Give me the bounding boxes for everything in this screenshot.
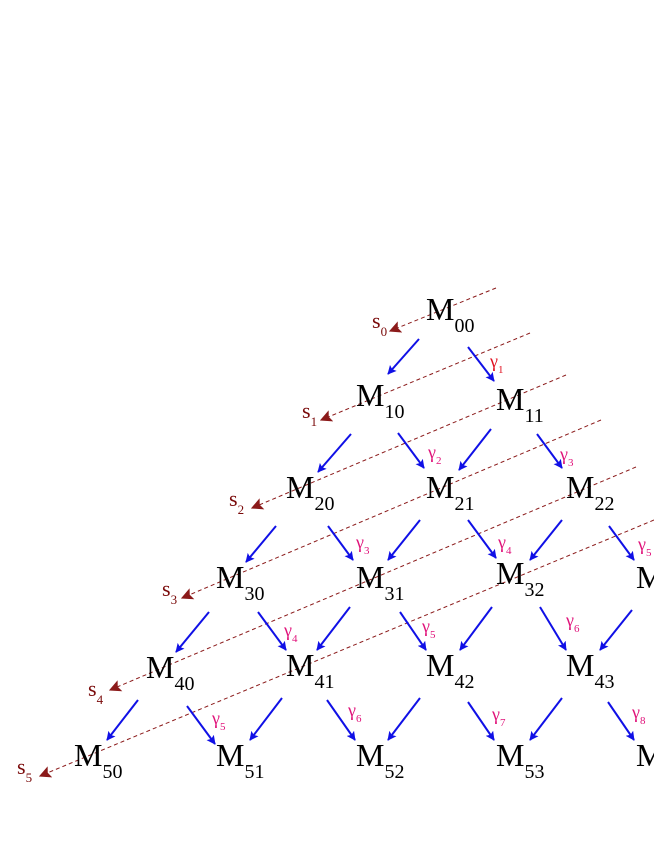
node-m10: M10 (356, 377, 404, 423)
gamma-label-4a: γ4 (497, 532, 512, 557)
gamma-label-7: γ7 (491, 704, 506, 729)
arrow-20-31 (327, 525, 354, 561)
arrow-43-53 (529, 697, 563, 741)
gamma-label-1: γ1 (489, 351, 503, 376)
node-m11: M11 (496, 381, 544, 427)
arrow-11-21 (458, 428, 492, 471)
gamma-label-6a: γ6 (565, 610, 580, 635)
node-m33: M (636, 559, 654, 595)
node-m50: M50 (74, 737, 122, 783)
s-lines (38, 287, 654, 778)
gamma-labels: γ1 γ2 γ3 γ3 γ4 γ5 γ4 γ5 γ6 γ5 γ6 γ7 γ8 (211, 351, 652, 733)
s-line-2 (250, 374, 567, 510)
arrow-22-33 (608, 525, 635, 561)
arrow-10-20 (317, 433, 352, 473)
arrow-32-42 (459, 606, 493, 651)
s-label-5: s5 (17, 754, 32, 785)
s-label-4: s4 (88, 676, 104, 707)
s-line-5 (38, 519, 654, 778)
s-label-2: s2 (229, 486, 244, 517)
s-labels: s0 s1 s2 s3 s4 s5 (17, 308, 387, 785)
arrow-20-30 (245, 525, 277, 563)
s-line-3 (180, 419, 602, 600)
arrow-10-21 (397, 432, 425, 469)
arrow-22-32 (529, 519, 563, 561)
gamma-label-8: γ8 (631, 702, 646, 727)
node-m42: M42 (426, 647, 474, 693)
node-m40: M40 (146, 649, 194, 695)
arrow-00-10 (387, 338, 420, 375)
node-m32: M32 (496, 555, 544, 601)
arrow-41-52 (326, 699, 356, 741)
s-label-1: s1 (302, 398, 317, 429)
gamma-label-5c: γ5 (211, 708, 226, 733)
arrow-30-41 (257, 611, 287, 651)
arrow-11-22 (536, 433, 563, 469)
transition-arrows (106, 338, 635, 745)
s-label-0: s0 (372, 308, 387, 339)
s-label-3: s3 (162, 576, 177, 607)
arrow-43-54 (607, 701, 635, 741)
arrow-40-51 (186, 705, 216, 745)
arrow-30-40 (175, 611, 210, 653)
gamma-label-3b: γ3 (355, 532, 370, 557)
node-m51: M51 (216, 737, 264, 783)
node-m30: M30 (216, 559, 264, 605)
s-line-0 (388, 287, 497, 333)
node-m21: M21 (426, 469, 474, 515)
arrow-00-11 (467, 346, 495, 382)
arrow-21-31 (387, 519, 421, 561)
arrow-33-43 (599, 609, 633, 651)
arrow-42-53 (467, 701, 495, 741)
gamma-label-5a: γ5 (637, 534, 652, 559)
node-m00: M00 (426, 291, 474, 337)
arrow-21-32 (467, 519, 497, 559)
arrow-32-43 (539, 606, 567, 651)
arrow-31-42 (399, 611, 427, 651)
node-m20: M20 (286, 469, 334, 515)
node-m52: M52 (356, 737, 404, 783)
s-line-4 (108, 466, 637, 692)
s-line-1 (319, 332, 531, 422)
node-m43: M43 (566, 647, 614, 693)
nodes: M00 M10 M11 M20 M21 M22 M30 M31 M32 M M4… (74, 291, 654, 783)
node-m54: M (636, 737, 654, 773)
gamma-label-6b: γ6 (347, 700, 362, 725)
node-m41: M41 (286, 647, 334, 693)
arrow-42-52 (387, 697, 421, 741)
node-m31: M31 (356, 559, 404, 605)
gamma-label-4b: γ4 (283, 620, 298, 645)
arrow-31-41 (316, 606, 351, 651)
arrow-40-50 (106, 699, 139, 741)
node-m53: M53 (496, 737, 544, 783)
gamma-label-3a: γ3 (559, 444, 574, 469)
arrow-41-51 (249, 697, 283, 741)
node-m22: M22 (566, 469, 614, 515)
gamma-label-2: γ2 (427, 442, 441, 467)
gamma-label-5b: γ5 (421, 616, 436, 641)
